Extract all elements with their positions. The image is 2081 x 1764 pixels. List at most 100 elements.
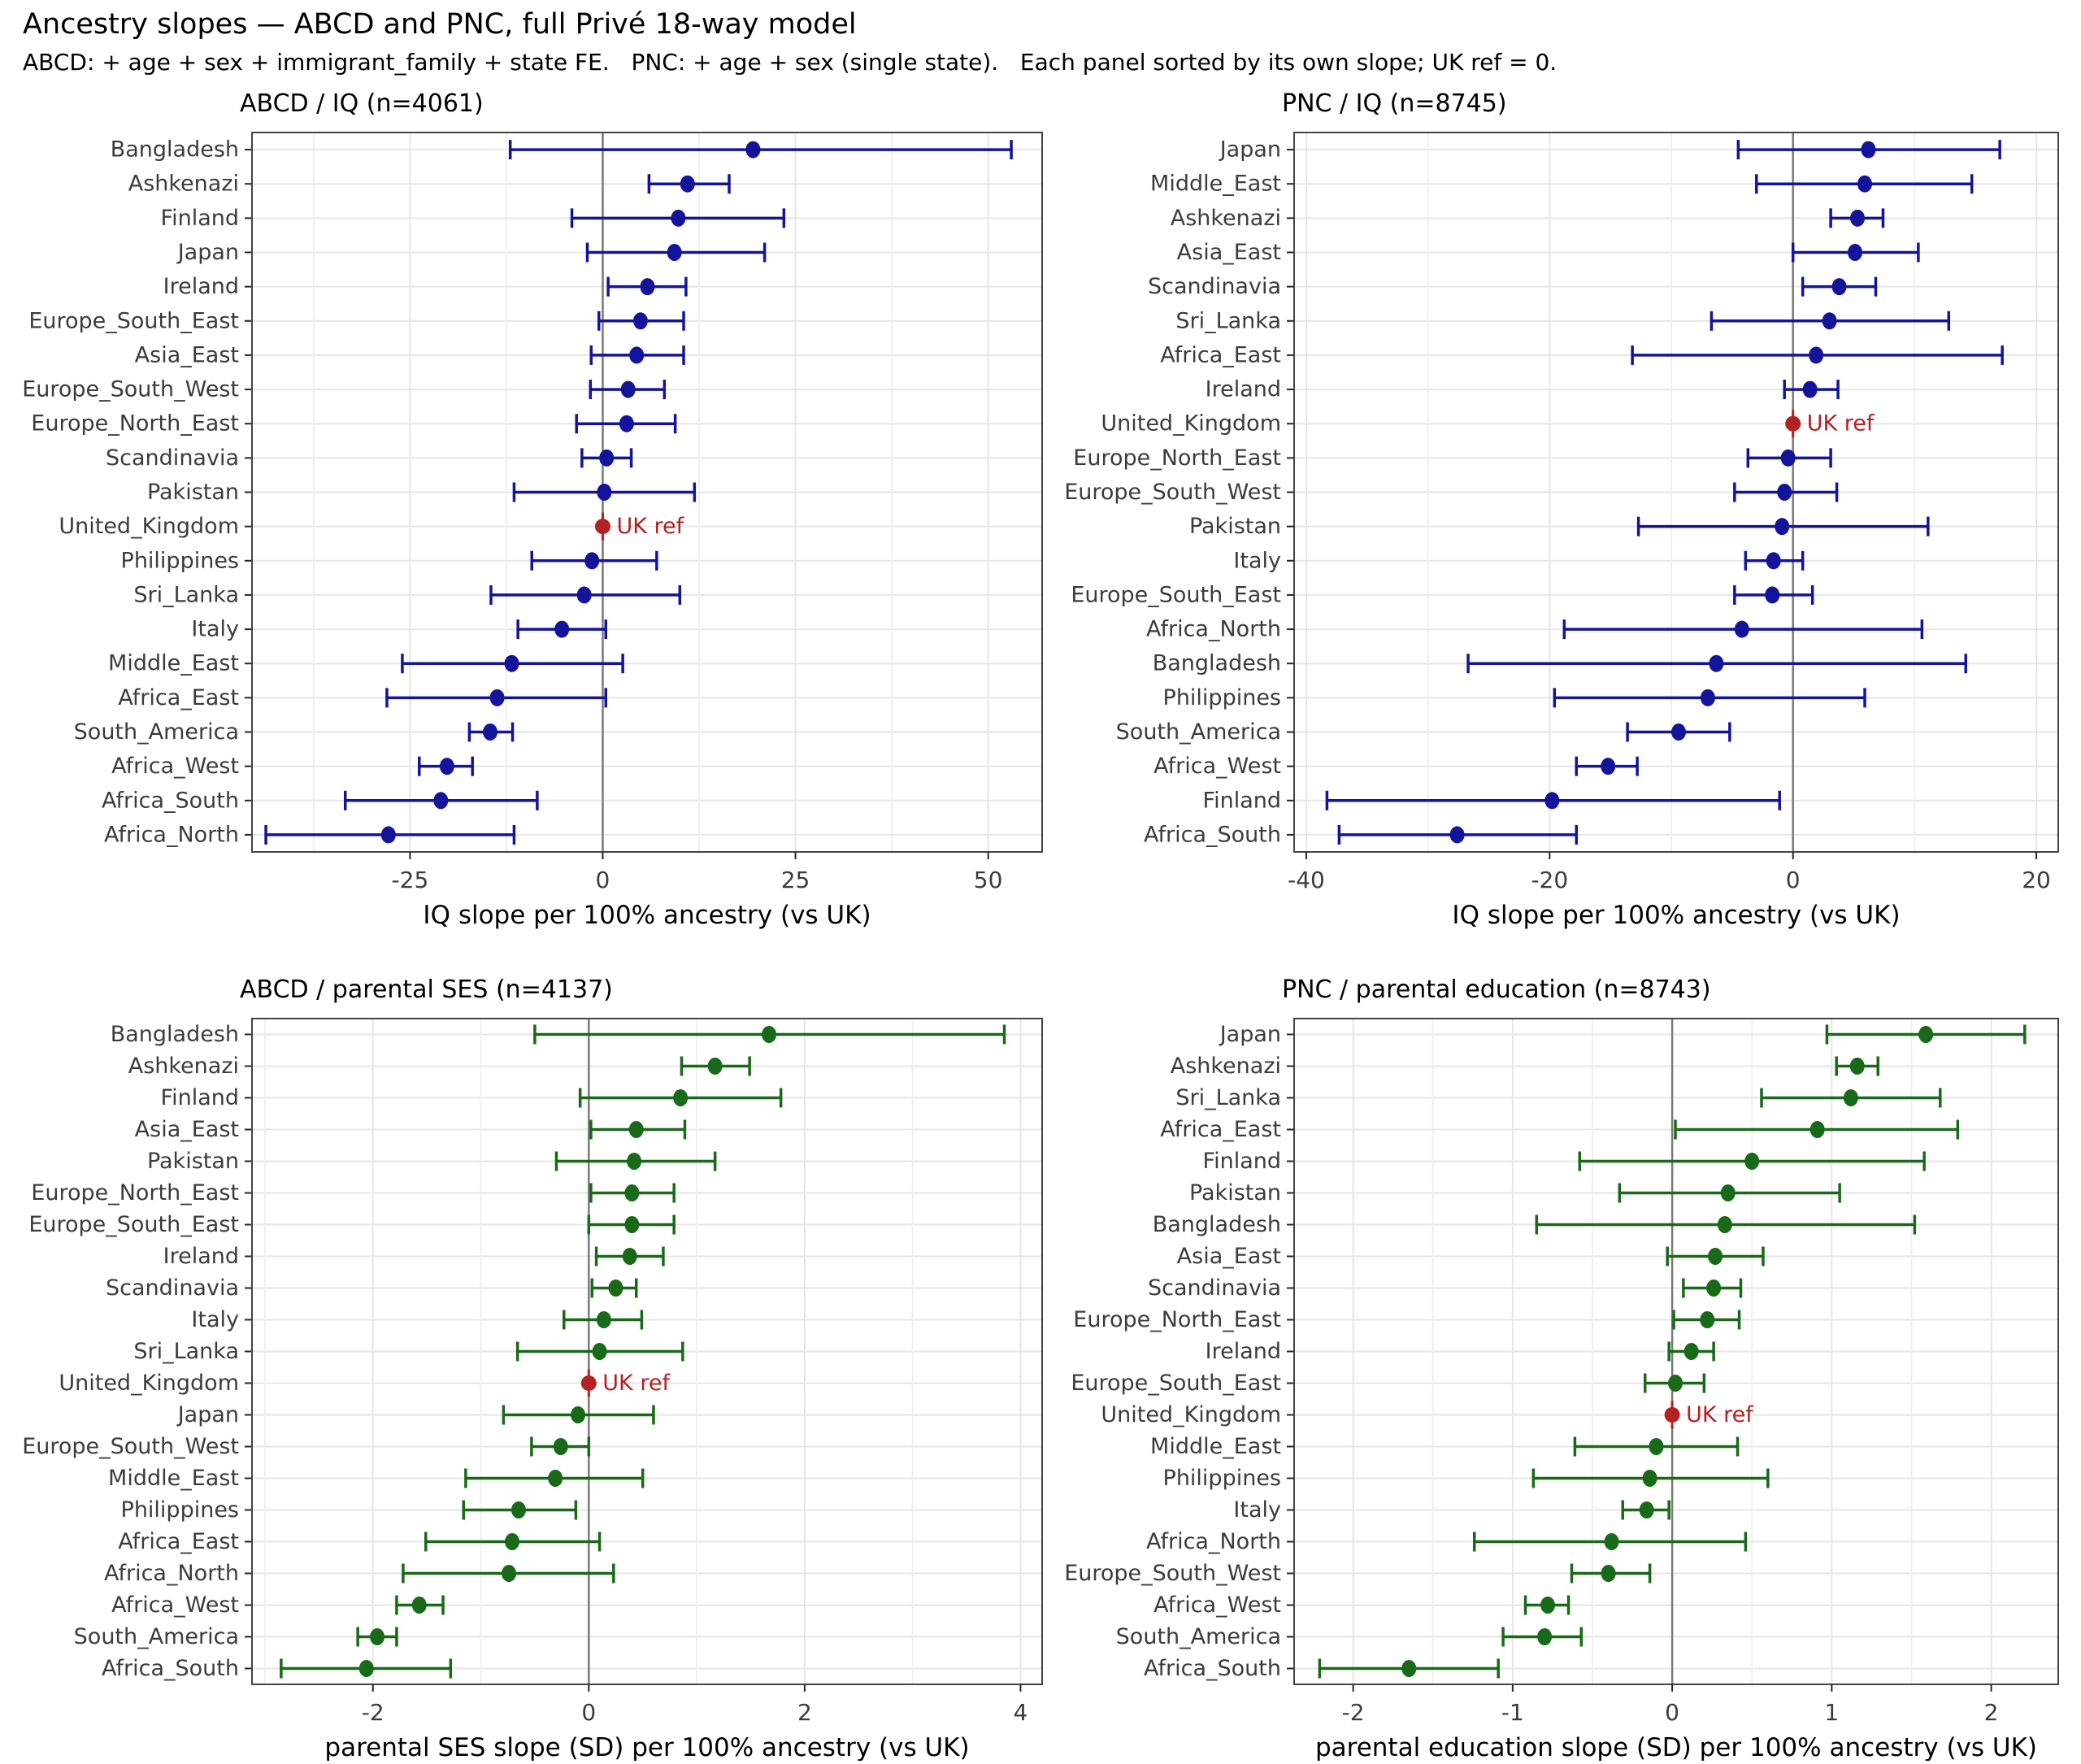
row-japan: Japan [176,240,767,265]
category-label: Ashkenazi [128,172,239,197]
category-label: Middle_East [108,1466,239,1491]
panel-border [251,1018,1043,1685]
x-tick-label: 25 [781,867,810,893]
category-label: Sri_Lanka [133,582,239,607]
x-tick-label: -1 [1501,1699,1524,1726]
row-pakistan: Pakistan [1189,514,1930,539]
row-africa-west: Africa_West [1153,754,1639,779]
category-label: Ashkenazi [1171,1054,1281,1079]
estimate-point [629,346,645,364]
category-label: Africa_West [111,754,239,779]
x-tick-label: 0 [1786,867,1801,893]
row-pakistan: Pakistan [147,480,697,505]
category-label: Europe_South_East [1071,582,1281,607]
category-label: Africa_North [1146,617,1281,642]
category-label: Middle_East [1150,1434,1281,1459]
estimate-point [1544,792,1560,810]
estimate-point [620,380,636,398]
estimate-point [1700,1311,1715,1328]
row-europe-south-east: Europe_South_East [1071,582,1814,607]
category-label: Europe_North_East [31,1180,239,1206]
estimate-point [1706,1280,1722,1297]
estimate-point [1848,244,1863,261]
estimate-point [599,449,615,467]
category-label: Finland [1203,788,1281,813]
row-ireland: Ireland [163,274,688,299]
estimate-point [1670,723,1686,741]
row-philippines: Philippines [121,548,658,573]
row-africa-north: Africa_North [1146,1529,1748,1554]
category-label: Middle_East [1150,172,1281,197]
row-ireland: Ireland [1206,377,1840,402]
category-label: Bangladesh [1153,651,1281,676]
category-label: Africa_South [102,788,239,813]
estimate-point [745,141,761,159]
category-label: Finland [1203,1149,1281,1174]
row-ashkenazi: Ashkenazi [128,1054,751,1079]
figure-title: Ancestry slopes — ABCD and PNC, full Pri… [23,8,857,41]
x-tick-label: -2 [362,1699,384,1726]
row-philippines: Philippines [1163,685,1866,710]
x-tick-label: -40 [1288,867,1325,893]
row-japan: Japan [176,1402,655,1427]
estimate-point [1734,620,1749,638]
category-label: Africa_West [1153,1592,1281,1618]
category-label: Bangladesh [111,1022,239,1047]
estimate-point [1639,1501,1654,1519]
panel-title: ABCD / parental SES (n=4137) [240,975,613,1004]
x-tick-label: 0 [1665,1699,1679,1726]
estimate-point [584,552,600,570]
category-label: Bangladesh [1153,1212,1281,1237]
row-africa-east: Africa_East [1160,342,2004,367]
row-africa-south: Africa_South [1144,1656,1500,1681]
x-axis-label: IQ slope per 100% ancestry (vs UK) [423,901,871,930]
estimate-point [1802,380,1818,398]
estimate-point [510,1501,526,1519]
panel-border [251,132,1043,853]
panel-abcd-iq-n-4061: Bangladesh Ashkenazi Finland Japan Ireland Eu… [22,89,1043,930]
row-europe-north-east: Europe_North_East [1073,445,1832,471]
row-europe-south-west: Europe_South_West [22,377,667,402]
category-label: Italy [1233,1497,1281,1523]
estimate-point [1709,654,1724,672]
row-middle-east: Middle_East [1150,1434,1740,1459]
ref-point [1664,1407,1680,1423]
panel-title: ABCD / IQ (n=4061) [240,89,484,118]
category-label: United_Kingdom [59,514,239,539]
panel-pnc-iq-n-8745: Japan Middle_East Ashkenazi Asia_East Scandi… [1064,89,2059,930]
estimate-point [1401,1660,1417,1677]
row-japan: Japan [1219,137,2001,163]
row-italy: Italy [1233,1497,1670,1523]
category-label: South_America [74,719,239,745]
category-label: Middle_East [108,651,239,676]
ref-label: UK ref [602,1371,671,1396]
category-label: Philippines [121,548,239,573]
x-tick-label: -2 [1342,1699,1365,1726]
category-label: Ireland [163,274,239,299]
category-label: South_America [74,1624,239,1649]
row-europe-south-west: Europe_South_West [22,1434,591,1459]
category-label: Africa_South [102,1656,239,1681]
category-label: Bangladesh [111,137,239,163]
estimate-point [1601,758,1616,776]
row-philippines: Philippines [1163,1466,1770,1491]
category-label: Sri_Lanka [1175,1085,1281,1110]
row-bangladesh: Bangladesh [1153,1212,1917,1237]
estimate-point [439,758,454,776]
estimate-point [1649,1438,1664,1455]
category-label: Africa_East [118,1529,239,1554]
category-label: Sri_Lanka [1175,308,1281,333]
panel-title: PNC / parental education (n=8743) [1282,975,1711,1004]
ref-point [594,519,610,535]
estimate-point [619,415,634,432]
category-label: Japan [176,240,239,265]
row-scandinavia: Scandinavia [106,445,633,471]
category-label: Africa_North [104,1561,239,1586]
row-sri-lanka: Sri_Lanka [133,582,682,607]
row-scandinavia: Scandinavia [1148,1275,1743,1301]
x-tick-label: 2 [1984,1699,1999,1726]
ref-point [1785,415,1801,432]
estimate-point [1765,586,1780,604]
